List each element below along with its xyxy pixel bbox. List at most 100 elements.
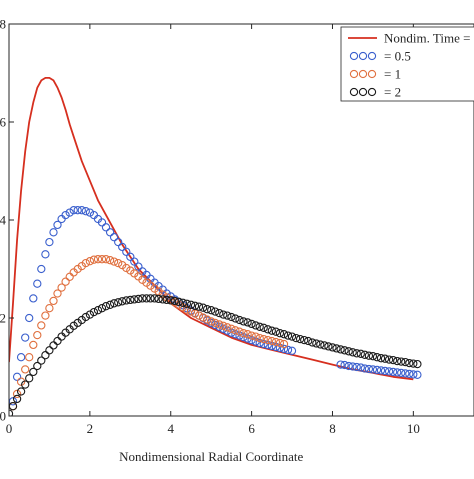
data-point: [12, 389, 22, 399]
data-point: [57, 283, 66, 292]
data-point: [45, 237, 54, 247]
data-point: [384, 355, 394, 364]
data-point: [122, 296, 131, 305]
legend-label: Nondim. Time =: [384, 31, 470, 46]
data-point: [223, 323, 232, 332]
data-point: [134, 262, 143, 271]
data-point: [336, 345, 345, 354]
data-point: [85, 257, 95, 266]
data-point: [202, 305, 212, 314]
data-point: [146, 281, 155, 290]
data-point: [154, 294, 163, 304]
data-point: [114, 237, 123, 247]
data-point: [207, 317, 216, 326]
data-point: [247, 331, 256, 340]
data-point: [380, 354, 390, 363]
data-point: [380, 366, 390, 376]
data-point: [336, 360, 345, 369]
data-point: [41, 250, 50, 259]
data-point: [324, 342, 333, 351]
data-point: [348, 362, 357, 371]
data-point: [279, 330, 289, 339]
data-point: [114, 258, 123, 268]
data-point: [376, 354, 386, 363]
data-point: [89, 307, 99, 317]
data-point: [81, 207, 90, 216]
data-point: [178, 298, 188, 307]
data-point: [122, 247, 131, 256]
data-point: [405, 369, 414, 379]
data-point: [53, 336, 62, 346]
data-point: [182, 299, 192, 308]
data-point: [29, 294, 38, 303]
data-point: [344, 347, 353, 356]
data-point: [388, 367, 398, 377]
data-point: [126, 252, 135, 261]
data-point: [126, 295, 135, 305]
data-point: [186, 300, 196, 309]
data-point: [356, 349, 365, 358]
data-point: [255, 333, 264, 343]
data-point: [97, 218, 107, 227]
x-tick-label: 6: [248, 421, 255, 436]
data-point: [29, 340, 38, 350]
x-tick-label: 4: [167, 421, 174, 436]
data-point: [65, 208, 74, 217]
data-point: [130, 295, 139, 304]
data-point: [231, 330, 240, 339]
data-point: [138, 294, 147, 303]
chart-marks: [9, 77, 422, 416]
data-point: [223, 326, 232, 335]
data-point: [25, 353, 34, 362]
data-point: [251, 332, 260, 341]
data-point: [231, 326, 240, 335]
data-point: [109, 299, 119, 308]
data-point: [243, 318, 252, 327]
data-point: [162, 295, 171, 305]
data-point: [304, 336, 313, 346]
data-point: [267, 336, 276, 346]
legend-item: = 2: [349, 85, 401, 100]
series-4: [9, 294, 422, 416]
data-point: [57, 332, 66, 341]
legend-label: = 1: [384, 67, 401, 82]
data-point: [308, 338, 317, 347]
data-point: [364, 351, 374, 360]
data-point: [283, 331, 293, 340]
data-point: [348, 348, 357, 357]
data-point: [332, 344, 341, 353]
data-point: [109, 233, 119, 242]
data-point: [247, 319, 256, 329]
data-point: [49, 296, 58, 306]
data-point: [16, 387, 26, 396]
x-tick-label: 10: [407, 421, 420, 436]
data-point: [33, 361, 42, 371]
data-point: [73, 264, 82, 274]
data-point: [101, 302, 111, 311]
data-point: [263, 335, 272, 345]
data-point: [16, 353, 26, 362]
y-tick-label: 2: [0, 311, 6, 326]
data-point: [174, 297, 183, 306]
series-line: [9, 77, 414, 381]
data-point: [198, 313, 208, 322]
data-point: [397, 368, 406, 378]
data-point: [251, 321, 260, 330]
data-point: [89, 255, 99, 264]
data-point: [215, 320, 224, 329]
data-point: [109, 257, 119, 266]
data-point: [364, 364, 374, 374]
data-point: [101, 255, 111, 264]
legend-swatch-marker: [349, 69, 359, 79]
data-point: [344, 361, 353, 371]
data-point: [69, 206, 78, 215]
data-point: [37, 321, 46, 330]
data-point: [146, 294, 155, 303]
data-point: [93, 306, 103, 315]
legend-swatch-marker: [349, 51, 359, 61]
data-point: [340, 346, 349, 355]
data-point: [227, 324, 236, 333]
data-point: [413, 370, 422, 379]
data-point: [368, 365, 378, 374]
